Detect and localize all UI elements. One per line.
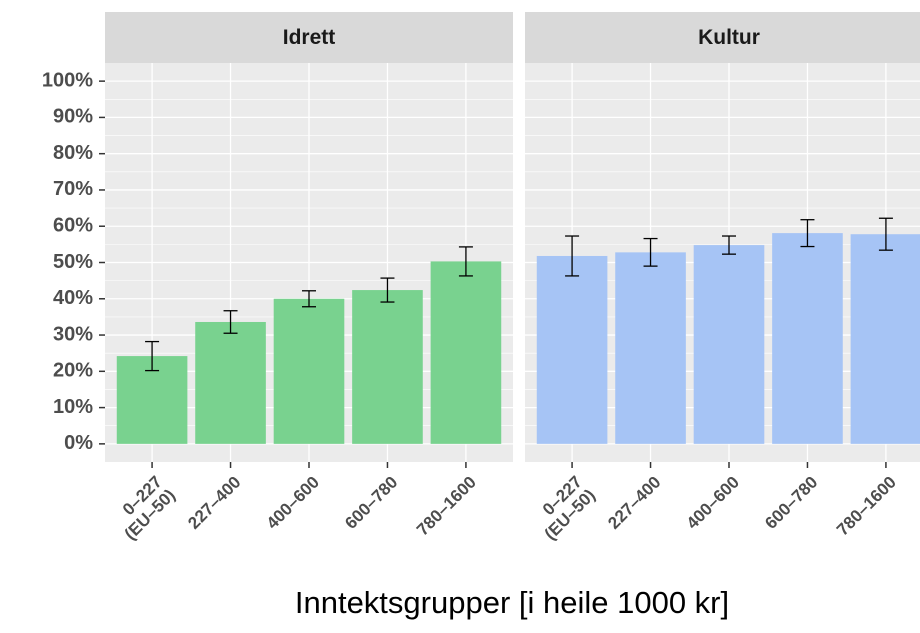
y-tick-label: 10% [53,396,93,418]
x-tick-label: 400–600 [263,473,323,533]
error-bar [380,277,395,303]
bar [195,321,266,444]
x-tick-label: 0–227(EU–50) [528,473,599,544]
error-bar [145,340,160,372]
y-tick-label: 40% [53,287,93,309]
y-tick-label: 90% [53,106,93,128]
y-tick-label: 0% [64,432,93,454]
bar [352,290,423,444]
y-tick-label: 80% [53,142,93,164]
error-bar [800,219,815,248]
bar [536,255,608,444]
x-tick-label: 780–1600 [413,473,480,540]
x-tick-label: 600–780 [341,473,401,533]
facet-title: Idrett [283,26,336,49]
x-tick-label: 0–227(EU–50) [108,473,179,544]
y-tick-label: 30% [53,323,93,345]
bar [430,261,502,444]
strip-background [525,12,920,63]
y-tick-label: 70% [53,178,93,200]
x-tick-label: 227–400 [184,473,244,533]
y-tick-label: 60% [53,215,93,237]
error-bar [565,235,580,277]
error-bar [302,290,316,308]
x-tick-label: 227–400 [604,473,664,533]
y-tick-label: 100% [42,69,93,91]
y-tick-label: 20% [53,360,93,382]
x-tick-label: 600–780 [761,473,821,533]
x-tick-label: 400–600 [683,473,743,533]
strip-background [105,12,513,63]
bar [273,298,345,444]
facet-title: Kultur [698,26,760,49]
error-bar [458,246,473,277]
error-bar [223,310,238,334]
error-bar [643,237,658,267]
y-tick-label: 50% [53,251,93,273]
x-axis-label: Inntektsgrupper [i heile 1000 kr] [295,585,729,620]
bar [850,234,920,444]
bar [693,245,765,444]
bar [615,252,686,444]
error-bar [878,217,893,251]
x-tick-label: 780–1600 [833,473,900,540]
bar [772,233,843,444]
error-bar [722,235,736,255]
